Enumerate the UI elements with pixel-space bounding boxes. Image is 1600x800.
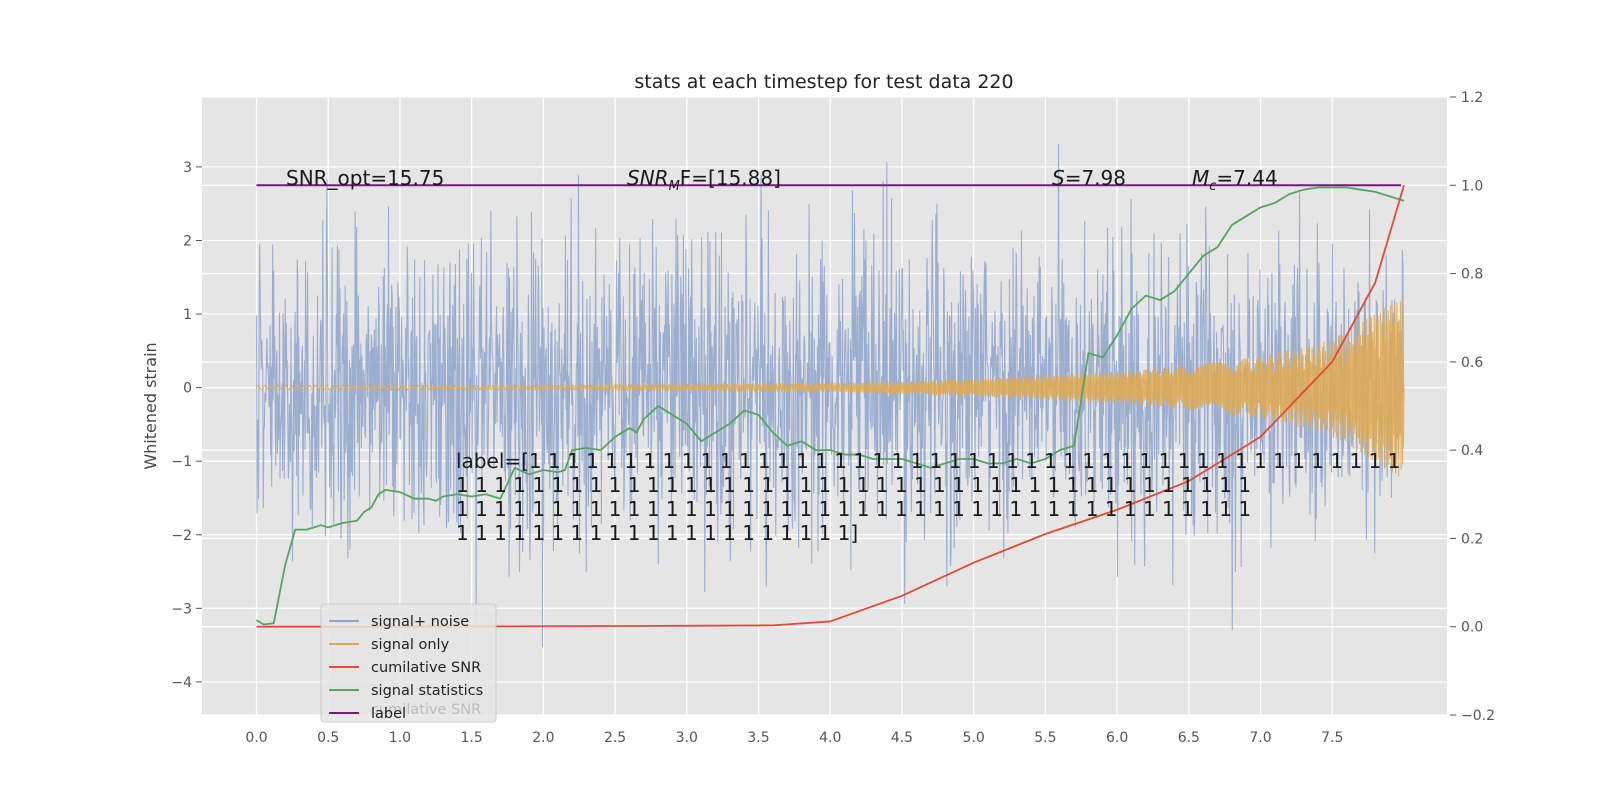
x-tick-label: 2.5 — [604, 730, 626, 746]
label-text-line-2: 1 1 1 1 1 1 1 1 1 1 1 1 1 1 1 1 1 1 1 1 … — [456, 473, 1251, 497]
legend-entries: signal+ noise signal only cumilative SNR si… — [329, 614, 483, 722]
x-tick-label: 5.5 — [1034, 730, 1056, 746]
y2-tick-label: 1.0 — [1461, 178, 1483, 194]
x-tick-label: 3.0 — [676, 730, 698, 746]
annotation-mc-val: =7.44 — [1216, 166, 1277, 190]
series-signal-statistics — [256, 186, 1405, 626]
y-tick-label: 3 — [183, 160, 192, 176]
y2-tick-label: 0.2 — [1461, 531, 1483, 547]
legend-label: label — [371, 706, 406, 722]
legend-label: signal only — [371, 637, 450, 653]
x-tick-label: 4.0 — [819, 730, 841, 746]
x-tick-label: 1.0 — [389, 730, 411, 746]
y-tick-label: 2 — [183, 233, 192, 249]
y-tick-label: −3 — [171, 601, 192, 617]
x-tick-label: 3.5 — [747, 730, 769, 746]
chart-title: stats at each timestep for test data 220 — [634, 71, 1013, 93]
legend-box — [320, 603, 497, 723]
x-tick-label: 0.5 — [317, 730, 339, 746]
x-tick-label: 5.0 — [963, 730, 985, 746]
y-tick-label: 1 — [183, 307, 192, 323]
legend-label: signal+ noise — [371, 614, 469, 630]
annotation-mc-sym: M — [1192, 166, 1209, 190]
y-tick-label: −1 — [171, 454, 192, 470]
y2-tick-label: −0.2 — [1461, 708, 1495, 724]
series-layer — [255, 143, 1405, 648]
y-tick-label: −2 — [171, 528, 192, 544]
annotation-mc-sub: c — [1209, 179, 1216, 194]
annotation-mc: Mc=7.44 — [1192, 166, 1278, 194]
x-tick-label: 7.5 — [1321, 730, 1343, 746]
series-cumulative-snr — [256, 185, 1405, 628]
annotation-s-sym: S — [1052, 166, 1065, 190]
legend-label: signal statistics — [371, 683, 483, 699]
y-axis-title: Whitened strain — [141, 342, 160, 469]
legend-ghost-text: cumilative SNR — [371, 702, 481, 718]
x-tick-label: 7.0 — [1249, 730, 1271, 746]
x-tick-label: 1.5 — [461, 730, 483, 746]
x-tick-label: 0.0 — [245, 730, 267, 746]
y-tick-label: 0 — [183, 381, 192, 397]
y-tick-label: −4 — [171, 675, 192, 691]
label-text-line-4: 1 1 1 1 1 1 1 1 1 1 1 1 1 1 1 1 1 1 1 1 … — [456, 521, 858, 545]
annotation-snr-mf-main: SNR — [627, 166, 669, 190]
annotation-snr-mf-rest: F=[15.88] — [680, 166, 781, 190]
annotation-snr-mf: SNRMF=[15.88] — [627, 166, 781, 194]
x-tick-label: 6.5 — [1178, 730, 1200, 746]
annotation-snr-opt: SNR_opt=15.75 — [286, 166, 444, 190]
annotation-snr-mf-sub: M — [669, 179, 680, 194]
x-tick-label: 2.0 — [532, 730, 554, 746]
label-text-line-3: 1 1 1 1 1 1 1 1 1 1 1 1 1 1 1 1 1 1 1 1 … — [456, 497, 1251, 521]
y2-tick-label: 1.2 — [1461, 90, 1483, 106]
x-tick-label: 6.0 — [1106, 730, 1128, 746]
series-signal-only — [256, 297, 1405, 477]
y2-tick-label: 0.4 — [1461, 443, 1483, 459]
y2-tick-label: 0.8 — [1461, 267, 1483, 283]
legend-label: cumilative SNR — [371, 660, 481, 676]
annotation-s-val: =7.98 — [1065, 166, 1126, 190]
y2-tick-label: 0.6 — [1461, 355, 1483, 371]
ticks-layer: 0.0 0.5 1.0 1.5 2.0 2.5 3.0 3.5 4.0 4.5 5.0 5.5 6.0 6… — [171, 90, 1495, 746]
x-tick-label: 4.5 — [891, 730, 913, 746]
y2-tick-label: 0.0 — [1461, 620, 1483, 636]
label-text-line-1: label=[1 1 1 1 1 1 1 1 1 1 1 1 1 1 1 1 1… — [456, 449, 1400, 473]
annotation-s: S=7.98 — [1052, 166, 1126, 190]
series-signal-noise — [255, 143, 1405, 648]
legend: cumilative SNR signal+ noise signal only c… — [320, 603, 497, 723]
